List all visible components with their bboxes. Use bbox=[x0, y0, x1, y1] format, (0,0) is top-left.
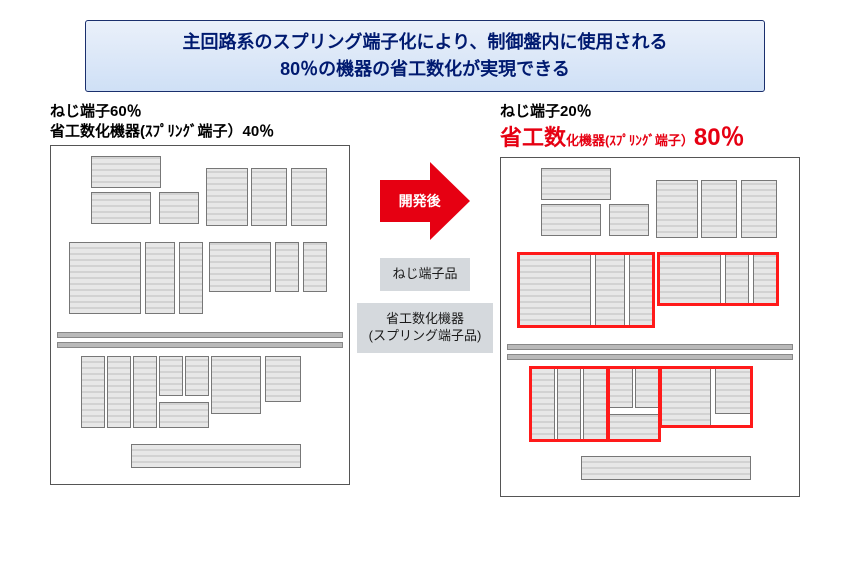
middle-column: 開発後 ねじ端子品 省工数化機器 (スプリング端子品) bbox=[350, 102, 500, 353]
component bbox=[725, 254, 749, 304]
component bbox=[656, 180, 698, 238]
component bbox=[609, 204, 649, 236]
right-panel bbox=[500, 157, 800, 497]
left-column: ねじ端子60％ 省工数化機器(ｽﾌﾟﾘﾝｸﾞ端子）40％ bbox=[50, 102, 350, 485]
left-label-line2: 省工数化機器(ｽﾌﾟﾘﾝｸﾞ端子）40％ bbox=[50, 122, 350, 142]
component bbox=[291, 168, 327, 226]
right-label-big: 省工数 bbox=[500, 125, 566, 150]
component bbox=[206, 168, 248, 226]
right-column: ねじ端子20％ 省工数化機器(ｽﾌﾟﾘﾝｸﾞ端子）80％ bbox=[500, 102, 800, 497]
component bbox=[275, 242, 299, 292]
arrow: 開発後 bbox=[380, 162, 470, 240]
component bbox=[107, 356, 131, 428]
legend: ねじ端子品 省工数化機器 (スプリング端子品) bbox=[357, 258, 494, 353]
din-rail bbox=[507, 354, 793, 360]
component bbox=[185, 356, 209, 396]
component bbox=[159, 356, 183, 396]
right-label-mid: 化機器(ｽﾌﾟﾘﾝｸﾞ端子） bbox=[566, 133, 694, 148]
component bbox=[659, 254, 721, 304]
title-line2: 80％の機器の省工数化が実現できる bbox=[96, 56, 754, 83]
component bbox=[303, 242, 327, 292]
component bbox=[629, 254, 653, 326]
component bbox=[145, 242, 175, 314]
component bbox=[541, 168, 611, 200]
left-panel bbox=[50, 145, 350, 485]
component bbox=[753, 254, 777, 304]
left-labels: ねじ端子60％ 省工数化機器(ｽﾌﾟﾘﾝｸﾞ端子）40％ bbox=[50, 102, 350, 141]
component bbox=[715, 368, 751, 414]
din-rail bbox=[507, 344, 793, 350]
component bbox=[91, 156, 161, 188]
legend-item2-l1: 省工数化機器 bbox=[369, 311, 482, 328]
right-label-line1: ねじ端子20％ bbox=[500, 102, 800, 122]
component bbox=[91, 192, 151, 224]
component bbox=[609, 368, 633, 408]
component bbox=[179, 242, 203, 314]
component bbox=[583, 368, 607, 440]
component bbox=[661, 368, 711, 426]
component bbox=[701, 180, 737, 238]
component bbox=[581, 456, 751, 480]
legend-item-screw: ねじ端子品 bbox=[380, 258, 469, 291]
legend-item2-l2: (スプリング端子品) bbox=[369, 328, 482, 345]
component bbox=[133, 356, 157, 428]
right-label-pct: 80％ bbox=[694, 124, 745, 151]
component bbox=[635, 368, 659, 408]
component bbox=[557, 368, 581, 440]
component bbox=[741, 180, 777, 238]
din-rail bbox=[57, 332, 343, 338]
right-label-line2: 省工数化機器(ｽﾌﾟﾘﾝｸﾞ端子）80％ bbox=[500, 122, 800, 153]
component bbox=[209, 242, 271, 292]
component bbox=[69, 242, 141, 314]
component bbox=[519, 254, 591, 326]
component bbox=[609, 414, 659, 440]
title-box: 主回路系のスプリング端子化により、制御盤内に使用される 80％の機器の省工数化が… bbox=[85, 20, 765, 92]
legend-item-spring: 省工数化機器 (スプリング端子品) bbox=[357, 303, 494, 353]
component bbox=[531, 368, 555, 440]
component bbox=[251, 168, 287, 226]
component bbox=[81, 356, 105, 428]
component bbox=[211, 356, 261, 414]
right-labels: ねじ端子20％ 省工数化機器(ｽﾌﾟﾘﾝｸﾞ端子）80％ bbox=[500, 102, 800, 153]
comparison-columns: ねじ端子60％ 省工数化機器(ｽﾌﾟﾘﾝｸﾞ端子）40％ 開発後 ねじ端子品 省… bbox=[0, 102, 850, 497]
component bbox=[541, 204, 601, 236]
component bbox=[159, 192, 199, 224]
component bbox=[131, 444, 301, 468]
arrow-label: 開発後 bbox=[399, 191, 441, 211]
component bbox=[159, 402, 209, 428]
title-line1: 主回路系のスプリング端子化により、制御盤内に使用される bbox=[96, 29, 754, 56]
component bbox=[265, 356, 301, 402]
component bbox=[595, 254, 625, 326]
left-label-line1: ねじ端子60％ bbox=[50, 102, 350, 122]
din-rail bbox=[57, 342, 343, 348]
